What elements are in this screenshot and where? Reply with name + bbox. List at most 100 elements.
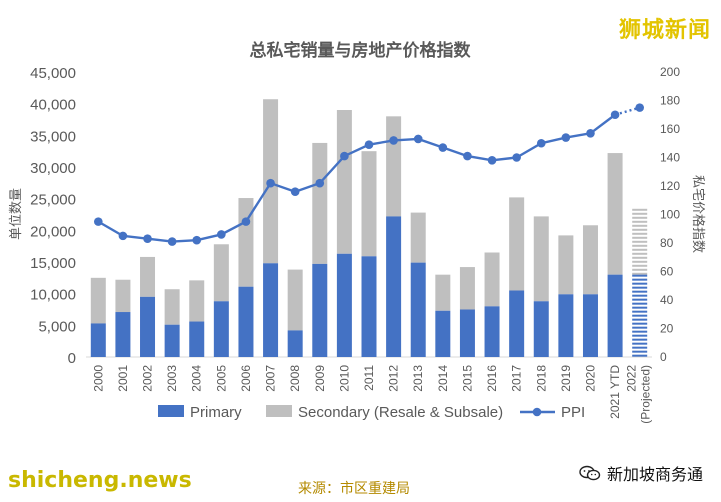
x-tick-label: 2013 [411,365,425,392]
x-tick-label: 2005 [214,365,228,392]
projected-primary-stripe [632,350,648,353]
ppi-point-18 [536,138,546,148]
source-note: 来源：市区重建局 [298,481,410,497]
left-tick-label: 25,000 [30,192,76,209]
bar-primary-10 [336,253,352,357]
x-tick-label: 2018 [534,365,548,392]
projected-primary-stripe [632,290,648,293]
projected-primary-stripe [632,274,648,277]
wechat-icon [579,465,601,481]
left-tick-label: 35,000 [30,128,76,145]
x-tick-label: 2019 [559,365,573,392]
ppi-point-13 [413,134,423,144]
projected-primary-stripe [632,282,648,285]
bar-secondary-5 [213,244,229,302]
bar-primary-17 [509,290,525,357]
projected-primary-stripe [632,334,648,337]
ppi-point-4 [192,235,202,245]
x-tick-label: 2003 [165,365,179,392]
bar-primary-9 [312,263,328,357]
left-tick-label: 45,000 [30,65,76,82]
ppi-point-11 [364,140,374,149]
projected-primary-stripe [632,326,648,329]
legend-marker-ppi [532,407,542,417]
bar-primary-20 [582,294,598,357]
left-tick-label: 15,000 [30,255,76,272]
legend-label-ppi: PPI [561,404,585,421]
bar-secondary-21 [607,153,623,275]
ppi-point-7 [266,178,275,188]
x-tick-label: 2010 [337,365,351,392]
bar-secondary-2 [140,256,156,297]
projected-primary-stripe [632,294,648,297]
projected-secondary-stripe [632,260,648,263]
right-tick-label: 200 [660,65,680,79]
brand-logo-top: 狮城新闻 [618,18,711,43]
x-tick-label: 2022 [625,365,639,392]
x-tick-label: 2017 [510,365,524,392]
bar-secondary-15 [459,267,475,310]
ppi-point-14 [438,143,448,152]
x-tick-label: 2004 [190,365,204,392]
projected-secondary-stripe [632,244,648,247]
bar-primary-18 [533,301,549,357]
projected-secondary-stripe [632,236,648,239]
projected-primary-stripe [632,330,648,333]
bar-primary-16 [484,306,500,357]
bar-primary-12 [386,216,402,357]
bar-secondary-14 [435,274,451,311]
legend-swatch-primary [158,405,184,417]
bar-primary-14 [435,310,451,357]
bar-secondary-0 [90,277,106,324]
legend-label-primary: Primary [190,404,242,421]
bar-primary-11 [361,256,377,357]
projected-secondary-stripe [632,220,648,223]
bar-secondary-19 [558,235,574,295]
bar-primary-0 [90,323,106,357]
projected-secondary-stripe [632,264,648,267]
ppi-point-5 [217,230,226,239]
bar-primary-19 [558,294,574,357]
x-tick-label: 2002 [141,365,155,392]
bar-primary-13 [410,262,426,357]
bar-secondary-9 [312,142,328,264]
x-tick-label: 2012 [387,365,401,392]
projected-primary-stripe [632,306,648,309]
right-tick-label: 0 [660,350,667,364]
projected-primary-stripe [632,318,648,321]
left-tick-label: 10,000 [30,287,76,304]
x-tick-label: 2021 YTD [608,365,622,419]
projected-secondary-stripe [632,248,648,251]
projected-primary-stripe [632,322,648,325]
left-tick-label: 5,000 [38,318,76,335]
ppi-point-21 [610,110,620,120]
ppi-point-12 [389,136,398,145]
right-tick-label: 140 [660,151,680,165]
projected-primary-stripe [632,302,648,305]
ppi-point-1 [118,231,128,241]
bar-secondary-12 [386,116,402,217]
ppi-point-15 [463,151,472,161]
ppi-point-0 [94,217,103,226]
bar-secondary-11 [361,151,377,257]
ppi-point-10 [340,151,349,161]
legend-swatch-secondary [266,405,292,417]
bar-primary-15 [459,309,475,357]
bar-primary-3 [164,324,180,357]
x-tick-label: 2007 [264,365,278,392]
bar-secondary-1 [115,279,131,313]
x-tick-label: 2006 [239,365,253,392]
left-tick-label: 0 [68,350,76,367]
projected-secondary-stripe [632,232,648,235]
x-tick-label: 2000 [91,365,105,392]
projected-secondary-stripe [632,224,648,227]
projected-secondary-stripe [632,208,648,211]
bar-primary-1 [115,312,131,357]
right-tick-label: 180 [660,94,680,108]
right-tick-label: 120 [660,179,680,193]
ppi-point-2 [143,234,152,244]
x-tick-label: 2009 [313,365,327,392]
legend-label-secondary: Secondary (Resale & Subsale) [298,404,503,421]
x-tick-label: 2016 [485,365,499,392]
